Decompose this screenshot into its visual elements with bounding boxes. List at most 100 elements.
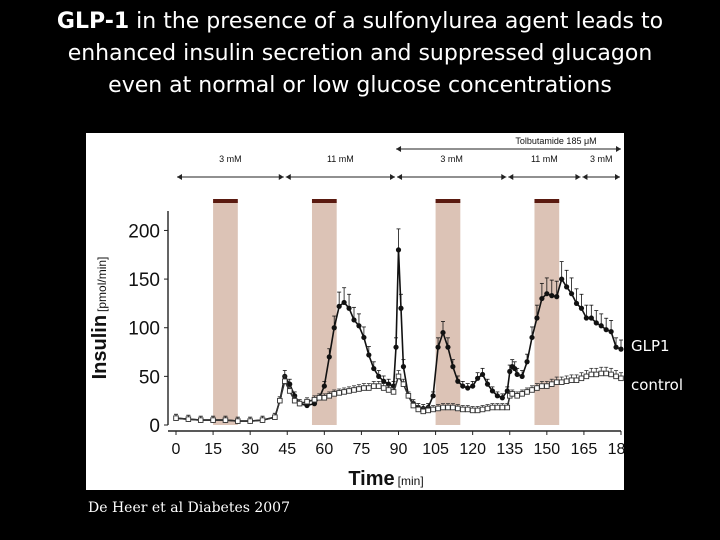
legend-glp1: GLP1 — [631, 337, 670, 355]
y-tick-label-100: 100 — [128, 319, 160, 340]
control-point-12 — [291, 397, 298, 404]
glp1-point-32 — [393, 344, 399, 350]
glucose-arrowhead-right-1 — [390, 174, 396, 180]
glucose-arrowhead-right-4 — [615, 174, 620, 180]
title-line-2: enhanced insulin secretion and suppresse… — [67, 41, 653, 66]
tolbutamide-arrowhead-left — [396, 146, 402, 152]
control-point-5 — [235, 418, 241, 424]
x-tick-label-165: 165 — [571, 441, 598, 458]
glp1-point-47 — [460, 383, 466, 389]
y-tick-label-150: 150 — [128, 270, 160, 291]
glucose-arrowhead-left-1 — [285, 174, 291, 180]
citation: De Heer et al Diabetes 2007 — [88, 500, 290, 516]
control-point-29 — [380, 385, 387, 391]
glp1-point-75 — [588, 315, 594, 321]
control-point-1 — [185, 416, 192, 422]
glucose-arrowhead-left-0 — [177, 174, 182, 180]
tolbutamide-arrowhead-right — [616, 146, 621, 152]
glp1-point-67 — [549, 293, 555, 299]
glp1-point-51 — [479, 371, 486, 378]
control-point-71 — [583, 373, 590, 380]
control-point-22 — [346, 388, 352, 394]
glp1-point-54 — [494, 393, 500, 399]
glp1-point-25 — [361, 334, 367, 341]
control-point-68 — [568, 377, 575, 384]
control-point-63 — [544, 383, 550, 389]
chart-panel: 0 50 100 150 200 0 15 30 45 60 75 90 105 120 135 150 165… — [86, 133, 624, 490]
glp1-point-41 — [430, 393, 436, 399]
control-point-72 — [588, 371, 595, 378]
glp1-point-17 — [321, 383, 327, 389]
y-tick-label-50: 50 — [139, 367, 160, 388]
glp1-point-35 — [400, 364, 407, 370]
glp1-point-72 — [573, 300, 580, 307]
glp1-point-20 — [336, 303, 342, 309]
x-tick-label-45: 45 — [278, 441, 296, 458]
control-point-76 — [608, 371, 614, 378]
control-point-61 — [534, 385, 540, 391]
glp1-point-34 — [398, 305, 404, 311]
x-tick-label-105: 105 — [422, 441, 449, 458]
control-point-53 — [499, 404, 506, 411]
glp1-point-43 — [440, 329, 446, 336]
x-tick-label-180: 180 — [608, 441, 624, 458]
glp1-point-28 — [376, 373, 382, 379]
x-tick-label-30: 30 — [241, 441, 259, 458]
control-point-21 — [341, 389, 347, 395]
legend-control: control — [631, 376, 683, 394]
title-glp1: GLP-1 — [56, 9, 130, 34]
x-tick-label-90: 90 — [390, 441, 408, 458]
control-point-70 — [578, 375, 585, 382]
control-point-13 — [296, 400, 303, 407]
glp1-point-29 — [381, 378, 387, 384]
glucose-label-0: 3 mM — [219, 154, 242, 164]
infusion-bar-2 — [435, 199, 461, 203]
control-point-20 — [336, 390, 342, 396]
glucose-arrowhead-right-0 — [278, 174, 284, 180]
glp1-point-55 — [499, 395, 505, 401]
glp1-point-73 — [578, 305, 585, 311]
control-point-27 — [371, 383, 377, 389]
control-point-73 — [593, 371, 600, 378]
control-point-41 — [440, 404, 446, 411]
glp1-point-18 — [326, 354, 332, 360]
control-point-40 — [435, 405, 441, 412]
control-point-15 — [311, 396, 318, 403]
glp1-point-23 — [351, 317, 357, 323]
glp1-point-68 — [554, 294, 560, 300]
glp1-point-27 — [371, 365, 377, 372]
control-point-78 — [618, 375, 624, 382]
title-line-3: even at normal or low glucose concentrat… — [108, 73, 612, 98]
glp1-point-77 — [598, 323, 604, 329]
glp1-point-64 — [534, 315, 540, 321]
control-point-45 — [460, 406, 466, 413]
glp1-point-61 — [519, 373, 525, 379]
glp1-point-71 — [568, 291, 575, 297]
y-tick-label-0: 0 — [149, 416, 160, 437]
x-tick-label-120: 120 — [459, 441, 486, 458]
glp1-point-62 — [524, 359, 530, 365]
control-point-50 — [484, 405, 491, 412]
control-point-66 — [558, 379, 565, 385]
control-point-77 — [613, 373, 619, 380]
x-tick-label-150: 150 — [533, 441, 560, 458]
control-point-31 — [390, 389, 397, 395]
glp1-point-46 — [455, 378, 461, 384]
control-point-51 — [489, 404, 496, 411]
x-axis-label: Time [min] — [348, 468, 423, 490]
control-point-8 — [272, 414, 278, 420]
glp1-point-81 — [618, 346, 624, 352]
glp1-point-49 — [470, 383, 476, 389]
control-point-39 — [430, 406, 436, 413]
control-point-23 — [351, 387, 357, 393]
glp1-point-74 — [583, 315, 589, 321]
tolbutamide-label: Tolbutamide 185 μM — [515, 136, 596, 146]
infusion-bar-3 — [534, 199, 560, 203]
glp1-point-52 — [484, 381, 491, 387]
control-point-75 — [603, 370, 609, 377]
control-point-32 — [395, 373, 402, 380]
y-tick-label-200: 200 — [128, 221, 160, 242]
control-point-0 — [173, 415, 179, 421]
glp1-point-66 — [544, 291, 550, 297]
control-point-57 — [514, 393, 520, 399]
